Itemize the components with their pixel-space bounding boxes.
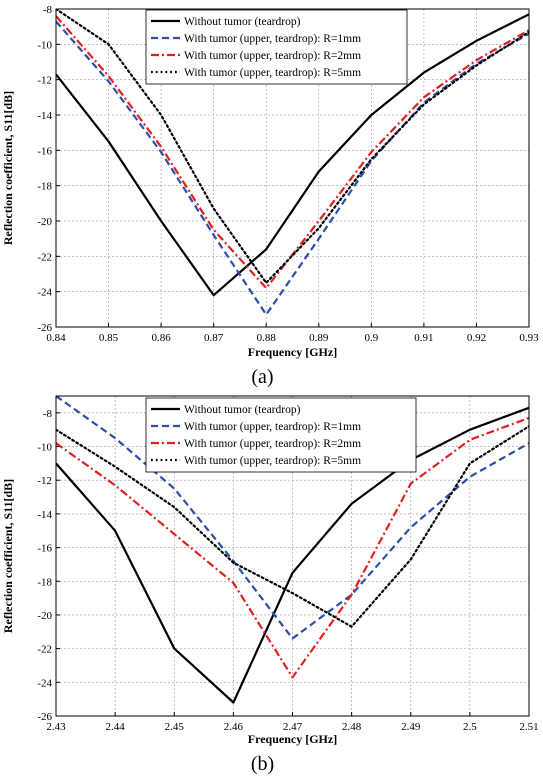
x-tick-label: 2.49 [401, 721, 421, 733]
plot-frame [55, 8, 530, 328]
legend: Without tumor (teardrop) With tumor (uppe… [145, 397, 417, 473]
y-tick-label: -22 [37, 251, 52, 263]
y-tick-label: -22 [37, 644, 52, 656]
y-tick-label: -14 [37, 509, 52, 521]
x-tick-label: 2.51 [519, 721, 538, 733]
legend-label-2: With tumor (upper, teardrop): R=1mm [184, 421, 361, 433]
y-tick-label: -18 [37, 181, 52, 193]
x-tick-label: 0.85 [99, 332, 119, 344]
series-group [56, 9, 529, 316]
x-tick-label: 0.87 [204, 332, 224, 344]
y-axis-label: Reflection coefficient, S11[dB] [1, 91, 15, 245]
chart-panel-b: 2.43 2.44 2.45 2.46 2.47 2.48 2.49 2.5 2.51 -8 -10… [1, 395, 539, 775]
y-tick-label: -8 [43, 4, 53, 16]
y-tick-label: -8 [43, 408, 53, 420]
legend-label-4: With tumor (upper, teardrop): R=5mm [184, 67, 361, 79]
legend-box [145, 397, 417, 473]
x-tick-label: 0.91 [414, 332, 433, 344]
series-line-4 [56, 9, 529, 284]
x-tick-label: 0.89 [309, 332, 329, 344]
y-axis-label: Reflection coefficient, S11[dB] [1, 479, 15, 633]
legend-label-2: With tumor (upper, teardrop): R=1mm [184, 33, 361, 45]
y-tick-label: -18 [37, 576, 52, 588]
y-tick-label: -16 [37, 543, 52, 555]
series-line-2 [56, 20, 529, 316]
series-group [56, 396, 529, 704]
y-tick-label: -24 [37, 677, 52, 689]
y-tick-label: -10 [37, 39, 52, 51]
panel-label: (b) [251, 753, 274, 775]
x-tick-label: 2.46 [224, 721, 244, 733]
x-tick-label: 2.43 [46, 721, 66, 733]
x-axis-label: Frequency [GHz] [248, 732, 337, 746]
y-tick-label: -14 [37, 110, 52, 122]
series-line-1 [56, 13, 529, 297]
y-tick-label: -20 [37, 216, 52, 228]
x-tick-label: 2.5 [463, 721, 477, 733]
y-tick-label: -24 [37, 287, 52, 299]
y-tick-label: -12 [37, 75, 52, 87]
x-tick-label: 2.47 [283, 721, 303, 733]
x-tick-label: 0.93 [519, 332, 539, 344]
plot-frame [55, 395, 530, 717]
x-tick-label: 0.88 [257, 332, 277, 344]
y-tick-label: -10 [37, 442, 52, 454]
y-tick-label: -16 [37, 145, 52, 157]
chart-panel-a: 0.84 0.85 0.86 0.87 0.88 0.89 0.9 0.91 0.92 0.93 -… [1, 4, 539, 388]
legend-label-3: With tumor (upper, teardrop): R=2mm [184, 50, 361, 62]
legend-label-1: Without tumor (teardrop) [184, 16, 301, 28]
y-tick-label: -26 [37, 711, 52, 723]
x-tick-label: 2.44 [106, 721, 126, 733]
series-line-3 [56, 416, 529, 679]
x-axis-label: Frequency [GHz] [248, 345, 337, 359]
y-tick-label: -12 [37, 475, 52, 487]
legend-label-3: With tumor (upper, teardrop): R=2mm [184, 438, 361, 450]
x-tick-label: 2.45 [165, 721, 185, 733]
x-tick-label: 0.92 [467, 332, 486, 344]
series-line-4 [56, 425, 529, 628]
legend-box [145, 9, 408, 85]
x-tick-label: 0.84 [46, 332, 66, 344]
x-tick-label: 0.9 [364, 332, 378, 344]
x-tick-label: 2.48 [342, 721, 362, 733]
legend-label-4: With tumor (upper, teardrop): R=5mm [184, 455, 361, 467]
legend: Without tumor (teardrop) With tumor (uppe… [145, 9, 408, 85]
panel-label: (a) [251, 366, 273, 388]
legend-label-1: Without tumor (teardrop) [184, 404, 301, 416]
x-tick-label: 0.86 [151, 332, 171, 344]
series-line-1 [56, 406, 529, 704]
y-tick-label: -20 [37, 610, 52, 622]
y-tick-label: -26 [37, 322, 52, 334]
